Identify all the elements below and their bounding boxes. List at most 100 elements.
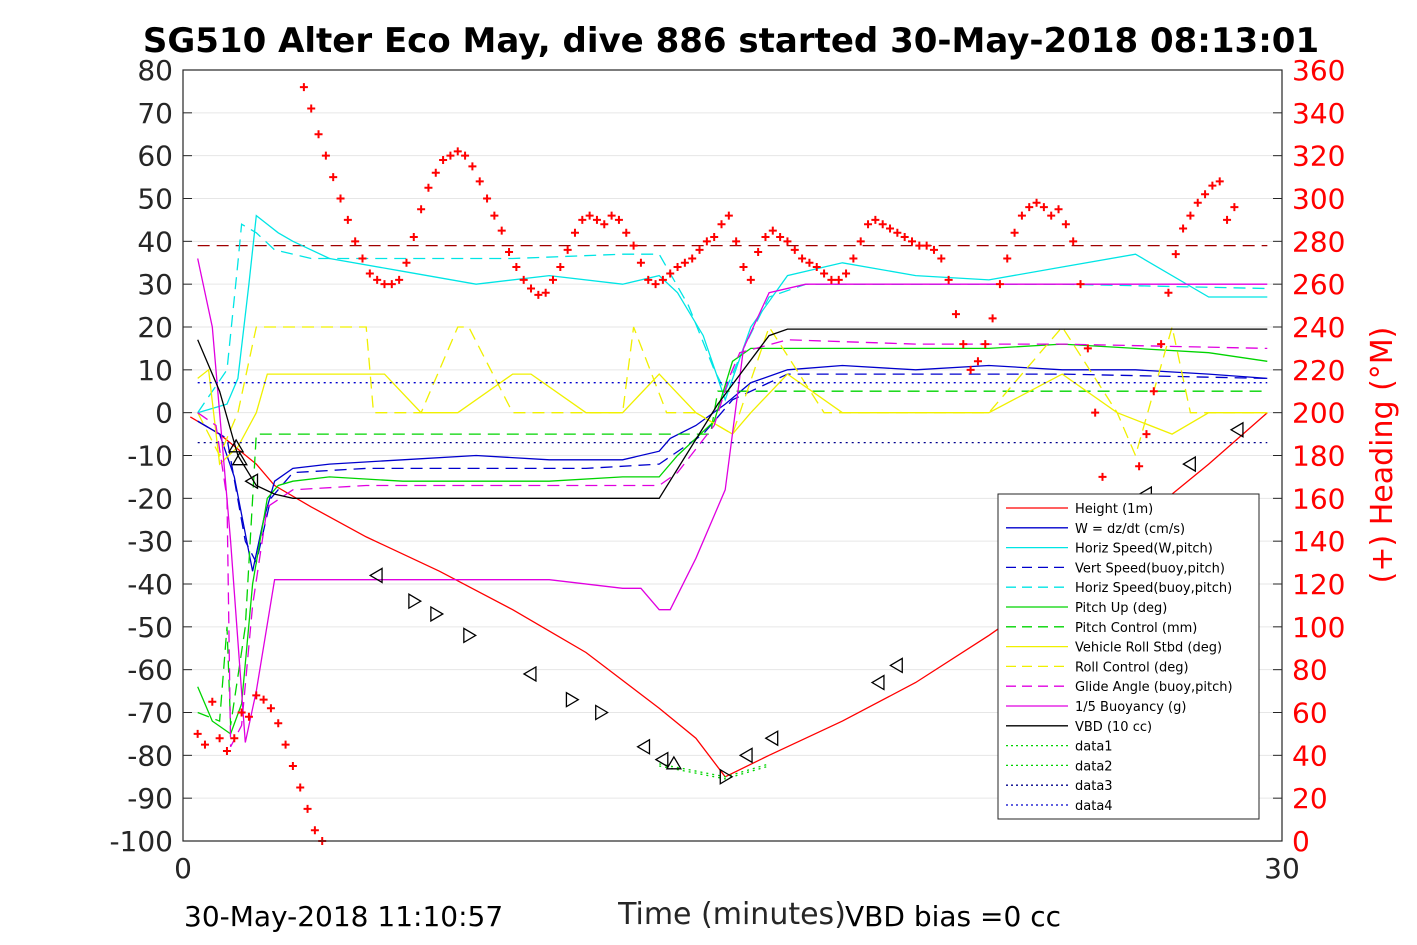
triangle-marker bbox=[764, 730, 779, 747]
heading-point bbox=[959, 340, 968, 349]
heading-point bbox=[288, 762, 297, 771]
left-tick-label: 30 bbox=[137, 268, 173, 301]
vbd-bias-footer: VBD bias =0 cc bbox=[845, 900, 1061, 933]
series-line-vehicle-roll-stbd-deg bbox=[197, 368, 1268, 466]
heading-point bbox=[1171, 250, 1180, 259]
heading-point bbox=[329, 173, 338, 182]
heading-point bbox=[534, 290, 543, 299]
heading-point bbox=[336, 194, 345, 203]
triangle-marker bbox=[565, 691, 580, 708]
heading-point bbox=[570, 228, 579, 237]
series-line-pitch-up-deg bbox=[197, 343, 1268, 735]
series-line-glide-angle-buoy-pitch bbox=[197, 339, 1268, 748]
heading-point bbox=[614, 215, 623, 224]
right-tick-label: 240 bbox=[1292, 311, 1345, 344]
heading-point bbox=[490, 211, 499, 220]
heading-point bbox=[461, 151, 470, 160]
legend-label: 1/5 Buoyancy (g) bbox=[1075, 700, 1186, 715]
heading-point bbox=[1017, 211, 1026, 220]
heading-point bbox=[563, 245, 572, 254]
legend-label: Horiz Speed(W,pitch) bbox=[1075, 542, 1213, 557]
heading-point bbox=[900, 233, 909, 242]
left-tick-label: 10 bbox=[137, 354, 173, 387]
right-tick-label: 320 bbox=[1292, 140, 1345, 173]
legend-label: data2 bbox=[1075, 759, 1113, 774]
left-tick-label: -40 bbox=[127, 568, 173, 601]
triangle-marker bbox=[870, 674, 885, 691]
heading-point bbox=[651, 280, 660, 289]
heading-point bbox=[1135, 462, 1144, 471]
heading-point bbox=[1054, 205, 1063, 214]
heading-point bbox=[497, 226, 506, 235]
heading-point bbox=[424, 183, 433, 192]
heading-point bbox=[966, 365, 975, 374]
left-tick-label: -70 bbox=[127, 697, 173, 730]
heading-point bbox=[776, 233, 785, 242]
heading-point bbox=[274, 719, 283, 728]
heading-point bbox=[629, 241, 638, 250]
heading-point bbox=[746, 275, 755, 284]
heading-point bbox=[259, 695, 268, 704]
heading-point bbox=[314, 130, 323, 139]
triangle-marker bbox=[636, 738, 651, 755]
right-tick-label: 40 bbox=[1292, 739, 1328, 772]
heading-point bbox=[600, 220, 609, 229]
heading-point bbox=[527, 284, 536, 293]
heading-point bbox=[827, 275, 836, 284]
triangle-marker bbox=[1229, 421, 1244, 438]
heading-point bbox=[307, 104, 316, 113]
right-tick-label: 60 bbox=[1292, 697, 1328, 730]
series-line-vbd-10-cc bbox=[197, 328, 1268, 499]
right-tick-label: 280 bbox=[1292, 225, 1345, 258]
heading-point bbox=[973, 357, 982, 366]
legend-label: Pitch Control (mm) bbox=[1075, 621, 1197, 636]
heading-point bbox=[1069, 237, 1078, 246]
right-tick-label: 360 bbox=[1292, 54, 1345, 87]
triangle-marker bbox=[665, 755, 683, 770]
heading-point bbox=[937, 254, 946, 263]
series-line-roll-control-deg bbox=[197, 325, 1268, 458]
heading-point bbox=[244, 712, 253, 721]
triangle-marker bbox=[738, 747, 753, 764]
heading-point bbox=[878, 220, 887, 229]
x-axis-label: Time (minutes) bbox=[617, 897, 846, 932]
triangle-marker bbox=[408, 592, 423, 610]
right-tick-label: 340 bbox=[1292, 97, 1345, 130]
triangle-marker bbox=[595, 704, 609, 721]
left-tick-label: -80 bbox=[127, 739, 173, 772]
heading-point bbox=[783, 237, 792, 246]
heading-point bbox=[299, 83, 308, 92]
heading-point bbox=[1083, 344, 1092, 353]
heading-point bbox=[266, 704, 275, 713]
x-tick-label: 30 bbox=[1264, 852, 1300, 885]
heading-point bbox=[200, 740, 209, 749]
heading-point bbox=[1010, 228, 1019, 237]
heading-point bbox=[981, 340, 990, 349]
heading-point bbox=[790, 245, 799, 254]
right-tick-label: 220 bbox=[1292, 354, 1345, 387]
heading-point bbox=[1025, 203, 1034, 212]
triangle-marker bbox=[231, 451, 248, 466]
heading-point bbox=[230, 734, 239, 743]
legend-label: VBD (10 cc) bbox=[1075, 720, 1152, 735]
heading-point bbox=[296, 783, 305, 792]
heading-point bbox=[688, 254, 697, 263]
legend-label: Horiz Speed(buoy,pitch) bbox=[1075, 581, 1232, 596]
heading-point bbox=[834, 275, 843, 284]
heading-point bbox=[922, 241, 931, 250]
heading-point bbox=[380, 280, 389, 289]
heading-point bbox=[453, 147, 462, 156]
triangle-marker bbox=[244, 473, 259, 490]
right-tick-label: 0 bbox=[1292, 825, 1310, 858]
right-tick-label: 120 bbox=[1292, 568, 1345, 601]
heading-point bbox=[1032, 198, 1041, 207]
heading-point bbox=[1091, 408, 1100, 417]
heading-point bbox=[915, 241, 924, 250]
heading-point bbox=[702, 237, 711, 246]
heading-point bbox=[1193, 198, 1202, 207]
heading-point bbox=[1186, 211, 1195, 220]
left-tick-label: 80 bbox=[137, 54, 173, 87]
heading-point bbox=[193, 729, 202, 738]
heading-point bbox=[358, 254, 367, 263]
